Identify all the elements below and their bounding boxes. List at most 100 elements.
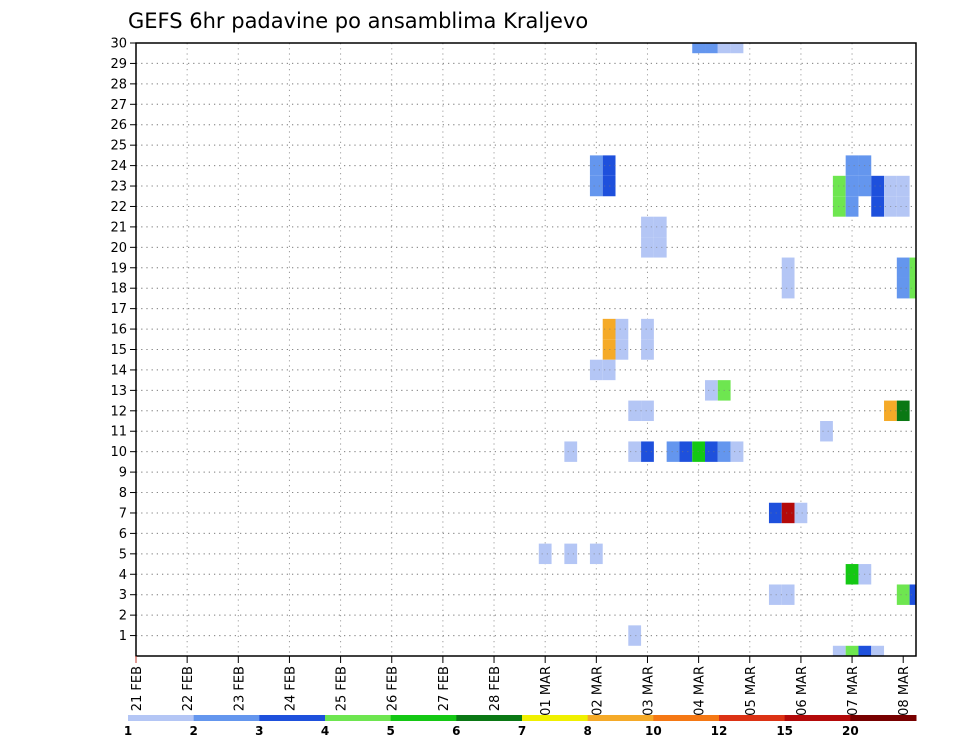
data-cell — [589, 175, 603, 197]
data-cell — [781, 257, 795, 278]
data-cell — [602, 318, 616, 340]
data-cell — [730, 441, 744, 462]
legend-label: 6 — [452, 724, 460, 738]
y-tick-label: 12 — [110, 404, 127, 419]
data-cell — [871, 196, 885, 217]
data-cell — [641, 216, 654, 238]
data-cell — [538, 543, 552, 565]
data-cell — [602, 339, 616, 360]
data-cell — [832, 175, 846, 197]
data-cell — [564, 543, 578, 565]
legend-swatch — [719, 715, 786, 721]
grid-dots — [136, 42, 916, 637]
y-tick-label: 4 — [119, 568, 127, 583]
y-tick-label: 30 — [110, 37, 127, 52]
color-legend: 1 2 3 4 5 6 7 8 10 12 15 20 — [124, 715, 917, 738]
data-cell — [628, 441, 642, 462]
y-tick-label: 23 — [110, 180, 127, 195]
data-cell — [705, 43, 718, 54]
y-tick-label: 16 — [110, 323, 127, 338]
data-cell — [564, 441, 578, 462]
data-cell — [705, 441, 718, 462]
data-cell — [641, 318, 654, 340]
legend-swatch — [850, 715, 917, 721]
y-tick-label: 26 — [110, 118, 127, 133]
data-cell — [781, 584, 795, 605]
x-tick-label: 27 FEB — [437, 666, 452, 711]
data-cell — [589, 155, 603, 176]
data-cell — [692, 43, 706, 54]
data-cell — [602, 175, 616, 197]
data-cell — [896, 257, 910, 278]
data-cell — [832, 196, 846, 217]
data-cell — [730, 43, 744, 54]
data-cell — [896, 175, 910, 197]
data-cell — [871, 645, 885, 656]
legend-swatch — [587, 715, 654, 721]
data-cell — [794, 502, 808, 524]
data-cell — [768, 502, 782, 524]
x-tick-label: 01 MAR — [539, 666, 554, 716]
x-tick-label: 21 FEB — [130, 666, 145, 711]
x-tick-label: 24 FEB — [283, 666, 298, 711]
data-cell — [845, 196, 859, 217]
y-tick-label: 3 — [119, 588, 127, 603]
y-tick-label: 2 — [119, 609, 127, 624]
y-axis: 1234567891011121314151617181920212223242… — [110, 37, 136, 644]
x-tick-label: 23 FEB — [232, 666, 247, 711]
data-cell — [615, 339, 629, 360]
y-tick-label: 21 — [110, 220, 127, 235]
data-cell — [705, 380, 718, 401]
x-tick-label: 05 MAR — [744, 666, 759, 716]
x-tick-label: 06 MAR — [795, 666, 810, 716]
chart-title: GEFS 6hr padavine po ansamblima Kraljevo — [128, 9, 588, 33]
data-cell — [717, 43, 731, 54]
data-cell — [781, 502, 795, 524]
y-tick-label: 17 — [110, 302, 127, 317]
y-tick-label: 5 — [119, 547, 127, 562]
data-cell — [820, 421, 833, 442]
y-tick-label: 28 — [110, 77, 127, 92]
data-cell — [845, 645, 859, 656]
y-tick-label: 25 — [110, 139, 127, 154]
data-cell — [641, 441, 654, 462]
legend-label: 10 — [645, 724, 662, 738]
legend-label: 3 — [255, 724, 263, 738]
legend-label: 15 — [776, 724, 793, 738]
data-cell — [641, 339, 654, 360]
legend-label: 5 — [386, 724, 394, 738]
legend-swatch — [522, 715, 589, 721]
y-tick-label: 15 — [110, 343, 127, 358]
x-tick-label: 08 MAR — [897, 666, 912, 716]
y-tick-label: 10 — [110, 445, 127, 460]
y-tick-label: 11 — [110, 425, 127, 440]
data-cell — [781, 277, 795, 299]
data-cell — [615, 318, 629, 340]
y-tick-label: 1 — [119, 629, 127, 644]
data-cell — [896, 196, 910, 217]
y-tick-label: 8 — [119, 486, 127, 501]
y-tick-label: 29 — [110, 57, 127, 72]
legend-swatch — [390, 715, 457, 721]
y-tick-label: 14 — [110, 363, 127, 378]
data-cells — [538, 43, 916, 656]
data-cell — [858, 645, 872, 656]
data-cell — [909, 257, 916, 278]
legend-swatch — [456, 715, 523, 721]
data-cell — [602, 155, 616, 176]
legend-swatch — [128, 715, 195, 721]
data-cell — [832, 645, 846, 656]
legend-swatch — [259, 715, 326, 721]
y-tick-label: 27 — [110, 98, 127, 113]
data-cell — [768, 584, 782, 605]
legend-label: 2 — [189, 724, 197, 738]
y-tick-label: 19 — [110, 261, 127, 276]
x-tick-label: 25 FEB — [335, 666, 350, 711]
legend-label: 20 — [842, 724, 859, 738]
y-tick-label: 13 — [110, 384, 127, 399]
legend-label: 4 — [321, 724, 329, 738]
data-cell — [628, 400, 642, 422]
data-cell — [602, 359, 616, 381]
data-cell — [653, 237, 667, 258]
